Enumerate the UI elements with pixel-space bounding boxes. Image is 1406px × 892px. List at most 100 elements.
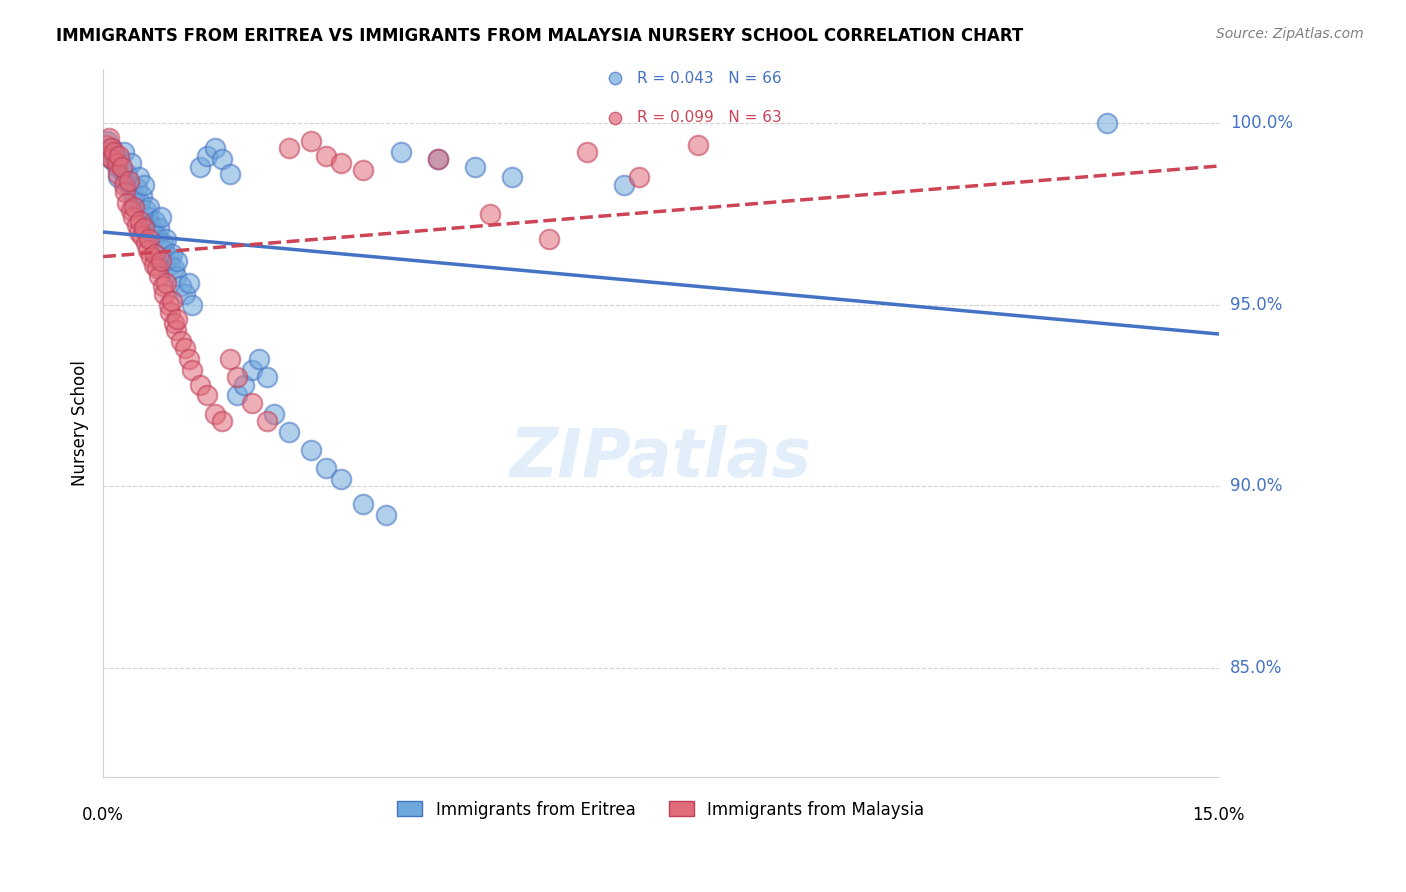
Point — [177, 352, 200, 367]
Point — [115, 195, 138, 210]
Point — [129, 214, 152, 228]
Point — [464, 160, 486, 174]
Point — [128, 170, 150, 185]
Point — [141, 251, 163, 265]
Text: IMMIGRANTS FROM ERITREA VS IMMIGRANTS FROM MALAYSIA NURSERY SCHOOL CORRELATION C: IMMIGRANTS FROM ERITREA VS IMMIGRANTS FR… — [56, 27, 1024, 45]
Point — [135, 235, 157, 250]
Point — [263, 407, 285, 421]
Point — [240, 363, 263, 377]
Point — [129, 195, 152, 210]
Point — [240, 395, 263, 409]
Point — [120, 156, 142, 170]
Text: 100.0%: 100.0% — [1230, 114, 1294, 132]
Point — [96, 134, 118, 148]
Point — [575, 145, 598, 159]
Point — [157, 251, 180, 265]
Point — [188, 377, 211, 392]
Point — [330, 472, 353, 486]
Point — [315, 461, 337, 475]
Point — [124, 192, 146, 206]
Point — [170, 334, 193, 348]
Point — [1095, 116, 1118, 130]
Point — [613, 178, 636, 192]
Point — [143, 214, 166, 228]
Point — [135, 203, 157, 218]
Point — [181, 298, 204, 312]
Point — [112, 178, 135, 192]
Point — [118, 178, 141, 192]
Point — [107, 167, 129, 181]
Point — [132, 221, 155, 235]
Point — [155, 232, 177, 246]
Point — [299, 134, 322, 148]
Point — [97, 149, 120, 163]
Point — [256, 370, 278, 384]
Legend: Immigrants from Eritrea, Immigrants from Malaysia: Immigrants from Eritrea, Immigrants from… — [391, 794, 931, 825]
Point — [211, 414, 233, 428]
Point — [278, 425, 301, 439]
Point — [352, 497, 374, 511]
Point — [165, 268, 187, 283]
Point — [108, 149, 131, 163]
Point — [105, 160, 128, 174]
Point — [153, 243, 176, 257]
Point — [111, 160, 134, 174]
Point — [142, 225, 165, 239]
Point — [159, 258, 181, 272]
Point — [148, 221, 170, 235]
Point — [181, 363, 204, 377]
Point — [131, 188, 153, 202]
Point — [315, 149, 337, 163]
Text: 85.0%: 85.0% — [1230, 659, 1282, 677]
Text: ZIPatlas: ZIPatlas — [510, 425, 811, 491]
Point — [195, 388, 218, 402]
Point — [145, 228, 167, 243]
Point — [204, 407, 226, 421]
Y-axis label: Nursery School: Nursery School — [72, 359, 89, 485]
Point — [160, 247, 183, 261]
Point — [100, 153, 122, 167]
Point — [605, 71, 627, 86]
Point — [115, 167, 138, 181]
Text: 90.0%: 90.0% — [1230, 477, 1282, 495]
Point — [389, 145, 412, 159]
Point — [108, 153, 131, 167]
Point — [101, 141, 124, 155]
Point — [688, 137, 710, 152]
Point — [125, 218, 148, 232]
Point — [374, 508, 396, 523]
Point — [157, 298, 180, 312]
Point — [538, 232, 561, 246]
Point — [150, 254, 173, 268]
Point — [114, 185, 136, 199]
Point — [605, 111, 627, 125]
Text: 95.0%: 95.0% — [1230, 295, 1282, 314]
Point — [226, 370, 249, 384]
Text: 15.0%: 15.0% — [1192, 806, 1244, 824]
Point — [136, 243, 159, 257]
Point — [128, 225, 150, 239]
Point — [94, 137, 117, 152]
Point — [218, 167, 240, 181]
Point — [122, 185, 145, 199]
Point — [114, 174, 136, 188]
Point — [98, 130, 121, 145]
Point — [218, 352, 240, 367]
Point — [152, 235, 174, 250]
Point — [330, 156, 353, 170]
Text: R = 0.099   N = 63: R = 0.099 N = 63 — [637, 111, 782, 125]
Point — [145, 261, 167, 276]
Point — [159, 305, 181, 319]
Point — [131, 228, 153, 243]
Point — [247, 352, 270, 367]
Point — [141, 218, 163, 232]
Point — [226, 388, 249, 402]
Text: Source: ZipAtlas.com: Source: ZipAtlas.com — [1216, 27, 1364, 41]
Point — [352, 163, 374, 178]
Point — [166, 254, 188, 268]
Point — [122, 211, 145, 225]
Point — [112, 145, 135, 159]
Point — [124, 200, 146, 214]
Point — [148, 268, 170, 283]
Point — [138, 200, 160, 214]
